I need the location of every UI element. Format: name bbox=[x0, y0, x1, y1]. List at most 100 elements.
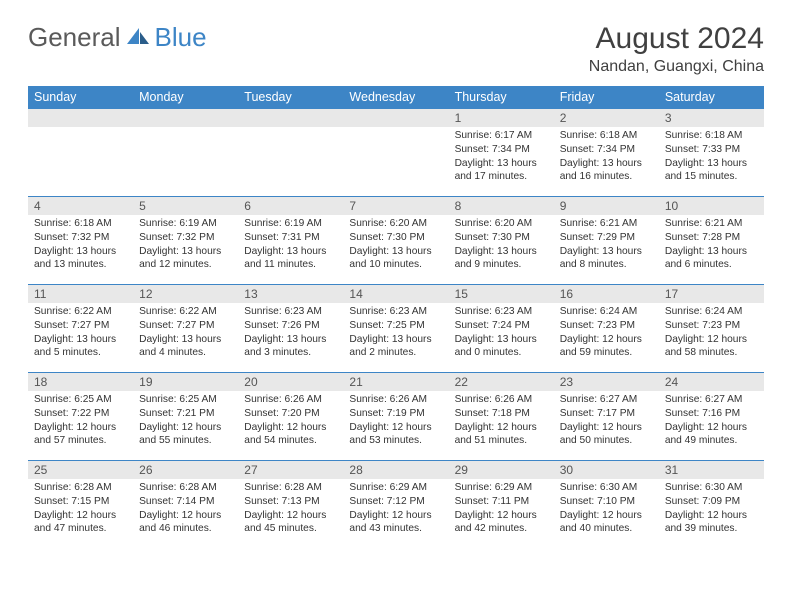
calendar-day-cell: 2Sunrise: 6:18 AMSunset: 7:34 PMDaylight… bbox=[554, 109, 659, 197]
calendar-day-cell: 22Sunrise: 6:26 AMSunset: 7:18 PMDayligh… bbox=[449, 373, 554, 461]
day-number: 31 bbox=[659, 461, 764, 479]
calendar-day-cell: 6Sunrise: 6:19 AMSunset: 7:31 PMDaylight… bbox=[238, 197, 343, 285]
day-details: Sunrise: 6:23 AMSunset: 7:25 PMDaylight:… bbox=[343, 303, 448, 362]
day-details: Sunrise: 6:28 AMSunset: 7:13 PMDaylight:… bbox=[238, 479, 343, 538]
calendar-day-cell: 19Sunrise: 6:25 AMSunset: 7:21 PMDayligh… bbox=[133, 373, 238, 461]
calendar-day-cell: 14Sunrise: 6:23 AMSunset: 7:25 PMDayligh… bbox=[343, 285, 448, 373]
calendar-day-cell: 5Sunrise: 6:19 AMSunset: 7:32 PMDaylight… bbox=[133, 197, 238, 285]
empty-day-header bbox=[343, 109, 448, 127]
day-details: Sunrise: 6:28 AMSunset: 7:15 PMDaylight:… bbox=[28, 479, 133, 538]
empty-day-header bbox=[28, 109, 133, 127]
calendar-day-cell: 15Sunrise: 6:23 AMSunset: 7:24 PMDayligh… bbox=[449, 285, 554, 373]
day-details: Sunrise: 6:20 AMSunset: 7:30 PMDaylight:… bbox=[343, 215, 448, 274]
calendar-body: 1Sunrise: 6:17 AMSunset: 7:34 PMDaylight… bbox=[28, 109, 764, 549]
calendar-day-cell: 7Sunrise: 6:20 AMSunset: 7:30 PMDaylight… bbox=[343, 197, 448, 285]
day-number: 13 bbox=[238, 285, 343, 303]
day-number: 4 bbox=[28, 197, 133, 215]
weekday-header: Thursday bbox=[449, 86, 554, 109]
calendar-day-cell: 3Sunrise: 6:18 AMSunset: 7:33 PMDaylight… bbox=[659, 109, 764, 197]
day-details: Sunrise: 6:18 AMSunset: 7:34 PMDaylight:… bbox=[554, 127, 659, 186]
calendar-day-cell: 11Sunrise: 6:22 AMSunset: 7:27 PMDayligh… bbox=[28, 285, 133, 373]
day-number: 21 bbox=[343, 373, 448, 391]
calendar-week-row: 18Sunrise: 6:25 AMSunset: 7:22 PMDayligh… bbox=[28, 373, 764, 461]
page-header: General Blue August 2024 Nandan, Guangxi… bbox=[28, 22, 764, 76]
day-number: 22 bbox=[449, 373, 554, 391]
empty-day-header bbox=[238, 109, 343, 127]
calendar-day-cell: 16Sunrise: 6:24 AMSunset: 7:23 PMDayligh… bbox=[554, 285, 659, 373]
day-details: Sunrise: 6:23 AMSunset: 7:26 PMDaylight:… bbox=[238, 303, 343, 362]
calendar-week-row: 4Sunrise: 6:18 AMSunset: 7:32 PMDaylight… bbox=[28, 197, 764, 285]
calendar-day-cell: 30Sunrise: 6:30 AMSunset: 7:10 PMDayligh… bbox=[554, 461, 659, 549]
day-number: 25 bbox=[28, 461, 133, 479]
empty-day-header bbox=[133, 109, 238, 127]
day-details: Sunrise: 6:18 AMSunset: 7:32 PMDaylight:… bbox=[28, 215, 133, 274]
day-details: Sunrise: 6:19 AMSunset: 7:32 PMDaylight:… bbox=[133, 215, 238, 274]
calendar-week-row: 1Sunrise: 6:17 AMSunset: 7:34 PMDaylight… bbox=[28, 109, 764, 197]
logo-text-blue: Blue bbox=[155, 22, 207, 53]
calendar-day-cell bbox=[343, 109, 448, 197]
month-title: August 2024 bbox=[589, 22, 764, 56]
sail-icon bbox=[125, 22, 151, 53]
calendar-day-cell: 17Sunrise: 6:24 AMSunset: 7:23 PMDayligh… bbox=[659, 285, 764, 373]
day-number: 3 bbox=[659, 109, 764, 127]
day-details: Sunrise: 6:30 AMSunset: 7:10 PMDaylight:… bbox=[554, 479, 659, 538]
day-number: 27 bbox=[238, 461, 343, 479]
title-block: August 2024 Nandan, Guangxi, China bbox=[589, 22, 764, 76]
location-text: Nandan, Guangxi, China bbox=[589, 58, 764, 76]
calendar-day-cell bbox=[28, 109, 133, 197]
day-details: Sunrise: 6:27 AMSunset: 7:16 PMDaylight:… bbox=[659, 391, 764, 450]
calendar-day-cell: 29Sunrise: 6:29 AMSunset: 7:11 PMDayligh… bbox=[449, 461, 554, 549]
day-number: 7 bbox=[343, 197, 448, 215]
day-details: Sunrise: 6:23 AMSunset: 7:24 PMDaylight:… bbox=[449, 303, 554, 362]
day-details: Sunrise: 6:17 AMSunset: 7:34 PMDaylight:… bbox=[449, 127, 554, 186]
calendar-day-cell bbox=[133, 109, 238, 197]
day-number: 16 bbox=[554, 285, 659, 303]
day-details: Sunrise: 6:26 AMSunset: 7:18 PMDaylight:… bbox=[449, 391, 554, 450]
day-number: 19 bbox=[133, 373, 238, 391]
weekday-header: Tuesday bbox=[238, 86, 343, 109]
weekday-header: Monday bbox=[133, 86, 238, 109]
day-number: 6 bbox=[238, 197, 343, 215]
calendar-day-cell: 26Sunrise: 6:28 AMSunset: 7:14 PMDayligh… bbox=[133, 461, 238, 549]
day-number: 5 bbox=[133, 197, 238, 215]
day-number: 24 bbox=[659, 373, 764, 391]
day-details: Sunrise: 6:30 AMSunset: 7:09 PMDaylight:… bbox=[659, 479, 764, 538]
day-number: 30 bbox=[554, 461, 659, 479]
day-details: Sunrise: 6:21 AMSunset: 7:28 PMDaylight:… bbox=[659, 215, 764, 274]
day-details: Sunrise: 6:22 AMSunset: 7:27 PMDaylight:… bbox=[133, 303, 238, 362]
calendar-day-cell: 12Sunrise: 6:22 AMSunset: 7:27 PMDayligh… bbox=[133, 285, 238, 373]
day-number: 18 bbox=[28, 373, 133, 391]
calendar-day-cell: 13Sunrise: 6:23 AMSunset: 7:26 PMDayligh… bbox=[238, 285, 343, 373]
day-details: Sunrise: 6:21 AMSunset: 7:29 PMDaylight:… bbox=[554, 215, 659, 274]
calendar-day-cell: 28Sunrise: 6:29 AMSunset: 7:12 PMDayligh… bbox=[343, 461, 448, 549]
day-details: Sunrise: 6:19 AMSunset: 7:31 PMDaylight:… bbox=[238, 215, 343, 274]
day-details: Sunrise: 6:24 AMSunset: 7:23 PMDaylight:… bbox=[659, 303, 764, 362]
day-number: 29 bbox=[449, 461, 554, 479]
calendar-day-cell bbox=[238, 109, 343, 197]
day-number: 1 bbox=[449, 109, 554, 127]
day-details: Sunrise: 6:20 AMSunset: 7:30 PMDaylight:… bbox=[449, 215, 554, 274]
day-details: Sunrise: 6:29 AMSunset: 7:12 PMDaylight:… bbox=[343, 479, 448, 538]
day-number: 26 bbox=[133, 461, 238, 479]
calendar-week-row: 11Sunrise: 6:22 AMSunset: 7:27 PMDayligh… bbox=[28, 285, 764, 373]
weekday-header: Saturday bbox=[659, 86, 764, 109]
calendar-day-cell: 31Sunrise: 6:30 AMSunset: 7:09 PMDayligh… bbox=[659, 461, 764, 549]
calendar-day-cell: 25Sunrise: 6:28 AMSunset: 7:15 PMDayligh… bbox=[28, 461, 133, 549]
calendar-day-cell: 18Sunrise: 6:25 AMSunset: 7:22 PMDayligh… bbox=[28, 373, 133, 461]
day-details: Sunrise: 6:29 AMSunset: 7:11 PMDaylight:… bbox=[449, 479, 554, 538]
calendar-table: SundayMondayTuesdayWednesdayThursdayFrid… bbox=[28, 86, 764, 549]
calendar-day-cell: 4Sunrise: 6:18 AMSunset: 7:32 PMDaylight… bbox=[28, 197, 133, 285]
calendar-day-cell: 1Sunrise: 6:17 AMSunset: 7:34 PMDaylight… bbox=[449, 109, 554, 197]
calendar-day-cell: 10Sunrise: 6:21 AMSunset: 7:28 PMDayligh… bbox=[659, 197, 764, 285]
calendar-day-cell: 21Sunrise: 6:26 AMSunset: 7:19 PMDayligh… bbox=[343, 373, 448, 461]
weekday-header-row: SundayMondayTuesdayWednesdayThursdayFrid… bbox=[28, 86, 764, 109]
weekday-header: Sunday bbox=[28, 86, 133, 109]
calendar-day-cell: 8Sunrise: 6:20 AMSunset: 7:30 PMDaylight… bbox=[449, 197, 554, 285]
day-details: Sunrise: 6:26 AMSunset: 7:20 PMDaylight:… bbox=[238, 391, 343, 450]
day-number: 12 bbox=[133, 285, 238, 303]
day-number: 11 bbox=[28, 285, 133, 303]
day-details: Sunrise: 6:27 AMSunset: 7:17 PMDaylight:… bbox=[554, 391, 659, 450]
weekday-header: Friday bbox=[554, 86, 659, 109]
calendar-day-cell: 23Sunrise: 6:27 AMSunset: 7:17 PMDayligh… bbox=[554, 373, 659, 461]
day-number: 28 bbox=[343, 461, 448, 479]
